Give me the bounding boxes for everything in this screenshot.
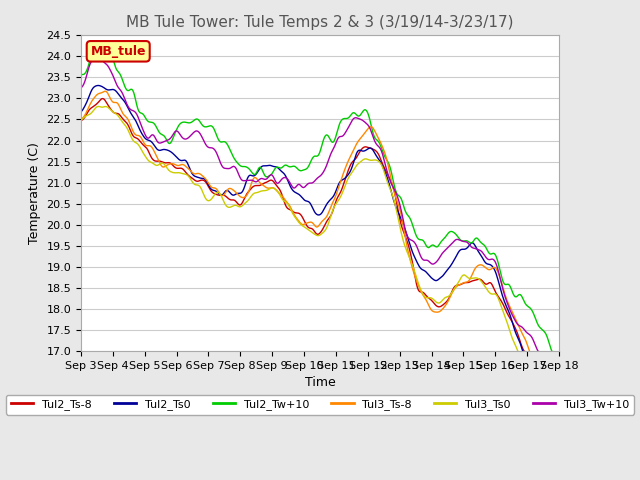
Tul2_Ts0 (280, 170, 287, 176)
Tul3_Tw+10 (77, 85, 84, 91)
Tul3_Ts0 (280, 198, 287, 204)
Y-axis label: Temperature (C): Temperature (C) (28, 142, 41, 244)
Tul3_Tw+10 (280, 175, 287, 180)
Tul3_Ts-8 (77, 117, 84, 122)
Tul2_Ts0 (77, 109, 84, 115)
Tul3_Ts-8 (513, 317, 520, 323)
Tul2_Ts-8 (369, 146, 376, 152)
Tul2_Ts-8 (99, 96, 107, 101)
Line: Tul2_Ts-8: Tul2_Ts-8 (81, 98, 559, 421)
Tul2_Tw+10 (100, 45, 108, 51)
Tul3_Ts0 (513, 344, 520, 350)
Tul3_Ts-8 (101, 88, 109, 94)
Tul3_Ts-8 (556, 420, 563, 425)
Tul2_Tw+10 (346, 114, 353, 120)
Line: Tul3_Ts-8: Tul3_Ts-8 (81, 91, 559, 422)
Tul2_Ts-8 (513, 327, 520, 333)
Tul3_Tw+10 (346, 122, 353, 128)
X-axis label: Time: Time (305, 376, 335, 389)
Tul3_Tw+10 (513, 319, 520, 325)
Tul3_Ts0 (556, 420, 563, 425)
Tul2_Tw+10 (429, 242, 437, 248)
Tul2_Tw+10 (227, 148, 234, 154)
Line: Tul3_Ts0: Tul3_Ts0 (81, 107, 559, 422)
Tul2_Ts0 (429, 276, 437, 282)
Tul2_Ts-8 (77, 118, 84, 123)
Text: MB_tule: MB_tule (90, 45, 146, 58)
Tul2_Tw+10 (369, 128, 376, 133)
Tul3_Ts0 (227, 204, 234, 210)
Tul3_Ts0 (429, 297, 437, 302)
Tul3_Ts0 (346, 173, 353, 179)
Tul2_Ts-8 (280, 197, 287, 203)
Line: Tul2_Ts0: Tul2_Ts0 (81, 85, 559, 423)
Line: Tul2_Tw+10: Tul2_Tw+10 (81, 48, 559, 367)
Tul2_Ts0 (556, 420, 563, 426)
Tul3_Ts0 (94, 104, 102, 109)
Tul2_Ts0 (369, 146, 376, 152)
Tul2_Tw+10 (280, 163, 287, 169)
Tul3_Ts0 (77, 117, 84, 123)
Tul2_Tw+10 (556, 364, 563, 370)
Tul3_Tw+10 (556, 379, 563, 385)
Tul3_Ts-8 (346, 156, 353, 161)
Tul3_Ts-8 (227, 186, 234, 192)
Tul3_Ts-8 (429, 309, 437, 314)
Tul3_Ts0 (369, 157, 376, 163)
Tul3_Ts-8 (369, 124, 376, 130)
Tul2_Ts0 (346, 170, 353, 176)
Tul2_Ts0 (513, 331, 520, 337)
Tul3_Tw+10 (369, 132, 376, 138)
Tul2_Ts-8 (429, 300, 437, 305)
Tul2_Ts-8 (227, 197, 234, 203)
Tul2_Tw+10 (77, 72, 84, 77)
Tul3_Ts-8 (280, 195, 287, 201)
Title: MB Tule Tower: Tule Temps 2 & 3 (3/19/14-3/23/17): MB Tule Tower: Tule Temps 2 & 3 (3/19/14… (126, 15, 514, 30)
Line: Tul3_Tw+10: Tul3_Tw+10 (81, 59, 559, 382)
Tul2_Ts-8 (556, 418, 563, 424)
Tul2_Tw+10 (513, 294, 520, 300)
Tul3_Tw+10 (227, 165, 234, 171)
Tul2_Ts0 (94, 83, 102, 88)
Tul2_Ts-8 (346, 164, 353, 170)
Legend: Tul2_Ts-8, Tul2_Ts0, Tul2_Tw+10, Tul3_Ts-8, Tul3_Ts0, Tul3_Tw+10: Tul2_Ts-8, Tul2_Ts0, Tul2_Tw+10, Tul3_Ts… (6, 395, 634, 415)
Tul3_Tw+10 (429, 261, 437, 267)
Tul2_Ts0 (227, 191, 234, 196)
Tul3_Tw+10 (95, 56, 102, 62)
